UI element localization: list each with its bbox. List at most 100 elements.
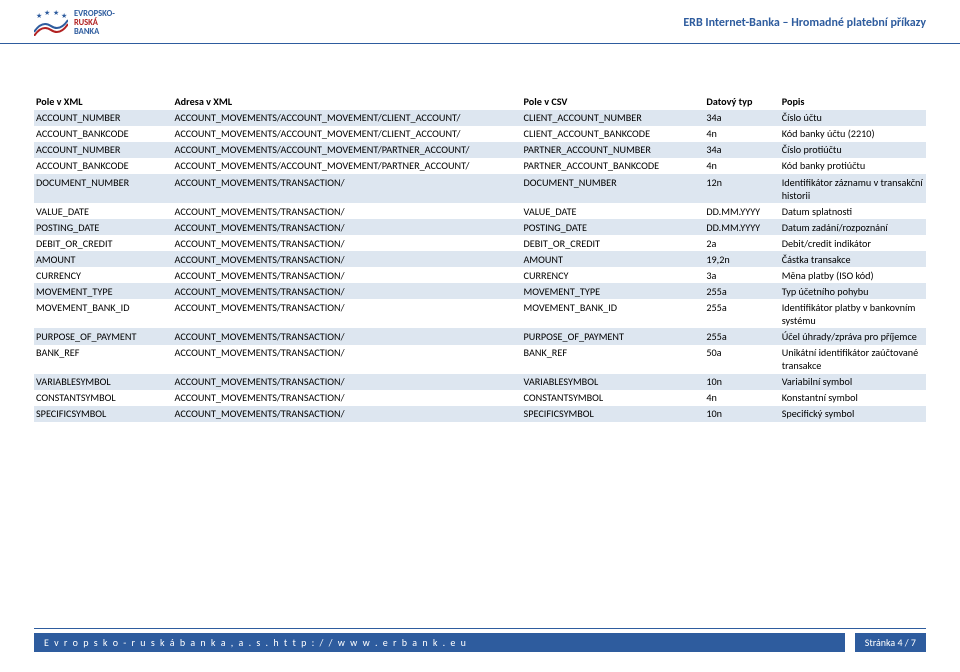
cell-c3: AMOUNT xyxy=(522,251,705,267)
cell-c4: 255a xyxy=(704,283,779,299)
cell-c1: DOCUMENT_NUMBER xyxy=(34,174,173,203)
table-row: ACCOUNT_BANKCODEACCOUNT_MOVEMENTS/ACCOUN… xyxy=(34,158,926,174)
table-row: VARIABLESYMBOLACCOUNT_MOVEMENTS/TRANSACT… xyxy=(34,374,926,390)
cell-c2: ACCOUNT_MOVEMENTS/TRANSACTION/ xyxy=(173,345,522,374)
cell-c3: PARTNER_ACCOUNT_BANKCODE xyxy=(522,158,705,174)
header-title: ERB Internet-Banka – Hromadné platební p… xyxy=(683,16,926,30)
cell-c4: 12n xyxy=(704,174,779,203)
cell-c2: ACCOUNT_MOVEMENTS/TRANSACTION/ xyxy=(173,251,522,267)
cell-c3: DEBIT_OR_CREDIT xyxy=(522,235,705,251)
cell-c4: DD.MM.YYYY xyxy=(704,203,779,219)
cell-c3: BANK_REF xyxy=(522,345,705,374)
cell-c1: DEBIT_OR_CREDIT xyxy=(34,235,173,251)
table-row: ACCOUNT_BANKCODEACCOUNT_MOVEMENTS/ACCOUN… xyxy=(34,126,926,142)
cell-c5: Částka transakce xyxy=(780,251,926,267)
cell-c2: ACCOUNT_MOVEMENTS/TRANSACTION/ xyxy=(173,219,522,235)
cell-c3: MOVEMENT_BANK_ID xyxy=(522,299,705,328)
table-row: BANK_REFACCOUNT_MOVEMENTS/TRANSACTION/BA… xyxy=(34,345,926,374)
col-header: Datový typ xyxy=(704,94,779,110)
cell-c5: Číslo účtu xyxy=(780,110,926,126)
cell-c1: MOVEMENT_TYPE xyxy=(34,283,173,299)
col-header: Adresa v XML xyxy=(173,94,522,110)
cell-c4: 50a xyxy=(704,345,779,374)
cell-c5: Identifikátor platby v bankovním systému xyxy=(780,299,926,328)
table-row: SPECIFICSYMBOLACCOUNT_MOVEMENTS/TRANSACT… xyxy=(34,406,926,422)
col-header: Pole v XML xyxy=(34,94,173,110)
cell-c3: POSTING_DATE xyxy=(522,219,705,235)
cell-c5: Typ účetního pohybu xyxy=(780,283,926,299)
svg-text:★: ★ xyxy=(44,10,50,17)
cell-c1: POSTING_DATE xyxy=(34,219,173,235)
table-row: CONSTANTSYMBOLACCOUNT_MOVEMENTS/TRANSACT… xyxy=(34,390,926,406)
cell-c4: 34a xyxy=(704,110,779,126)
cell-c2: ACCOUNT_MOVEMENTS/TRANSACTION/ xyxy=(173,174,522,203)
col-header: Pole v CSV xyxy=(522,94,705,110)
cell-c3: CLIENT_ACCOUNT_BANKCODE xyxy=(522,126,705,142)
cell-c5: Číslo protiúčtu xyxy=(780,142,926,158)
cell-c3: DOCUMENT_NUMBER xyxy=(522,174,705,203)
page-footer: E v r o p s k o - r u s k á b a n k a , … xyxy=(34,628,926,652)
table-row: DOCUMENT_NUMBERACCOUNT_MOVEMENTS/TRANSAC… xyxy=(34,174,926,203)
cell-c5: Konstantní symbol xyxy=(780,390,926,406)
logo-line3: BANKA xyxy=(74,28,115,37)
cell-c2: ACCOUNT_MOVEMENTS/ACCOUNT_MOVEMENT/CLIEN… xyxy=(173,126,522,142)
cell-c5: Datum zadání/rozpoznání xyxy=(780,219,926,235)
table-row: MOVEMENT_BANK_IDACCOUNT_MOVEMENTS/TRANSA… xyxy=(34,299,926,328)
cell-c3: SPECIFICSYMBOL xyxy=(522,406,705,422)
svg-text:★: ★ xyxy=(61,11,67,20)
cell-c5: Debit/credit indikátor xyxy=(780,235,926,251)
cell-c5: Kód banky účtu (2210) xyxy=(780,126,926,142)
cell-c5: Unikátní identifikátor zaúčtované transa… xyxy=(780,345,926,374)
cell-c4: 4n xyxy=(704,126,779,142)
table-row: VALUE_DATEACCOUNT_MOVEMENTS/TRANSACTION/… xyxy=(34,203,926,219)
cell-c1: ACCOUNT_NUMBER xyxy=(34,110,173,126)
cell-c2: ACCOUNT_MOVEMENTS/TRANSACTION/ xyxy=(173,390,522,406)
svg-text:★: ★ xyxy=(36,11,42,20)
footer-page-number: Stránka 4 / 7 xyxy=(855,633,926,652)
logo-text: EVROPSKO- RUSKÁ BANKA xyxy=(74,10,115,37)
table-row: ACCOUNT_NUMBERACCOUNT_MOVEMENTS/ACCOUNT_… xyxy=(34,142,926,158)
cell-c4: 10n xyxy=(704,374,779,390)
cell-c1: VALUE_DATE xyxy=(34,203,173,219)
cell-c1: CURRENCY xyxy=(34,267,173,283)
cell-c1: ACCOUNT_BANKCODE xyxy=(34,158,173,174)
table-row: DEBIT_OR_CREDITACCOUNT_MOVEMENTS/TRANSAC… xyxy=(34,235,926,251)
table-row: POSTING_DATEACCOUNT_MOVEMENTS/TRANSACTIO… xyxy=(34,219,926,235)
page-header: ★ ★ ★ ★ EVROPSKO- RUSKÁ BANKA ERB Intern… xyxy=(0,0,960,44)
table-row: ACCOUNT_NUMBERACCOUNT_MOVEMENTS/ACCOUNT_… xyxy=(34,110,926,126)
cell-c2: ACCOUNT_MOVEMENTS/TRANSACTION/ xyxy=(173,299,522,328)
cell-c4: 19,2n xyxy=(704,251,779,267)
svg-text:★: ★ xyxy=(53,10,59,17)
cell-c2: ACCOUNT_MOVEMENTS/ACCOUNT_MOVEMENT/CLIEN… xyxy=(173,110,522,126)
cell-c3: CLIENT_ACCOUNT_NUMBER xyxy=(522,110,705,126)
cell-c1: AMOUNT xyxy=(34,251,173,267)
cell-c3: PURPOSE_OF_PAYMENT xyxy=(522,328,705,344)
cell-c4: 2a xyxy=(704,235,779,251)
cell-c5: Specifický symbol xyxy=(780,406,926,422)
cell-c4: 255a xyxy=(704,299,779,328)
cell-c4: 3a xyxy=(704,267,779,283)
footer-info: E v r o p s k o - r u s k á b a n k a , … xyxy=(34,633,845,652)
cell-c4: 4n xyxy=(704,390,779,406)
cell-c2: ACCOUNT_MOVEMENTS/TRANSACTION/ xyxy=(173,267,522,283)
cell-c2: ACCOUNT_MOVEMENTS/TRANSACTION/ xyxy=(173,283,522,299)
table-row: MOVEMENT_TYPEACCOUNT_MOVEMENTS/TRANSACTI… xyxy=(34,283,926,299)
cell-c4: 34a xyxy=(704,142,779,158)
cell-c1: MOVEMENT_BANK_ID xyxy=(34,299,173,328)
cell-c1: SPECIFICSYMBOL xyxy=(34,406,173,422)
cell-c4: 255a xyxy=(704,328,779,344)
cell-c5: Účel úhrady/zpráva pro příjemce xyxy=(780,328,926,344)
fields-table: Pole v XML Adresa v XML Pole v CSV Datov… xyxy=(34,94,926,422)
cell-c4: 4n xyxy=(704,158,779,174)
cell-c2: ACCOUNT_MOVEMENTS/TRANSACTION/ xyxy=(173,406,522,422)
cell-c4: 10n xyxy=(704,406,779,422)
cell-c3: VARIABLESYMBOL xyxy=(522,374,705,390)
table-row: CURRENCYACCOUNT_MOVEMENTS/TRANSACTION/CU… xyxy=(34,267,926,283)
cell-c1: CONSTANTSYMBOL xyxy=(34,390,173,406)
cell-c2: ACCOUNT_MOVEMENTS/TRANSACTION/ xyxy=(173,374,522,390)
cell-c2: ACCOUNT_MOVEMENTS/ACCOUNT_MOVEMENT/PARTN… xyxy=(173,158,522,174)
table-row: AMOUNTACCOUNT_MOVEMENTS/TRANSACTION/AMOU… xyxy=(34,251,926,267)
table-header-row: Pole v XML Adresa v XML Pole v CSV Datov… xyxy=(34,94,926,110)
cell-c2: ACCOUNT_MOVEMENTS/TRANSACTION/ xyxy=(173,328,522,344)
cell-c1: ACCOUNT_NUMBER xyxy=(34,142,173,158)
